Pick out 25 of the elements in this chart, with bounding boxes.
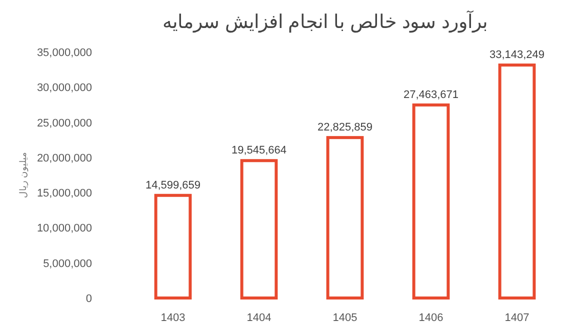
bar [154,194,192,300]
chart-title: برآورد سود خالص با انجام افزایش سرمایه [162,10,488,33]
bar [412,103,450,300]
data-label: 22,825,859 [317,122,373,134]
x-tick-label: 1404 [246,312,272,324]
x-tick-label: 1405 [332,312,358,324]
x-tick-label: 1406 [418,312,444,324]
data-label: 27,463,671 [403,88,459,101]
bar [240,159,278,300]
x-tick-label: 1407 [504,312,530,324]
y-tick-label: 35,000,000 [36,47,92,59]
y-tick-label: 10,000,000 [36,222,92,235]
y-tick-label: 5,000,000 [43,258,92,270]
y-tick-label: 0 [86,293,92,305]
bar [326,136,364,300]
x-tick-label: 1403 [160,312,186,324]
data-label: 19,545,664 [231,144,287,157]
y-tick-label: 15,000,000 [36,188,92,200]
y-tick-label: 30,000,000 [36,82,92,94]
y-axis-title: میلیون ریال [18,152,29,198]
data-label: 33,143,249 [489,49,545,62]
data-label: 14,599,659 [145,179,201,192]
y-tick-label: 25,000,000 [36,117,92,130]
y-tick-label: 20,000,000 [36,152,92,164]
bar [498,64,536,300]
